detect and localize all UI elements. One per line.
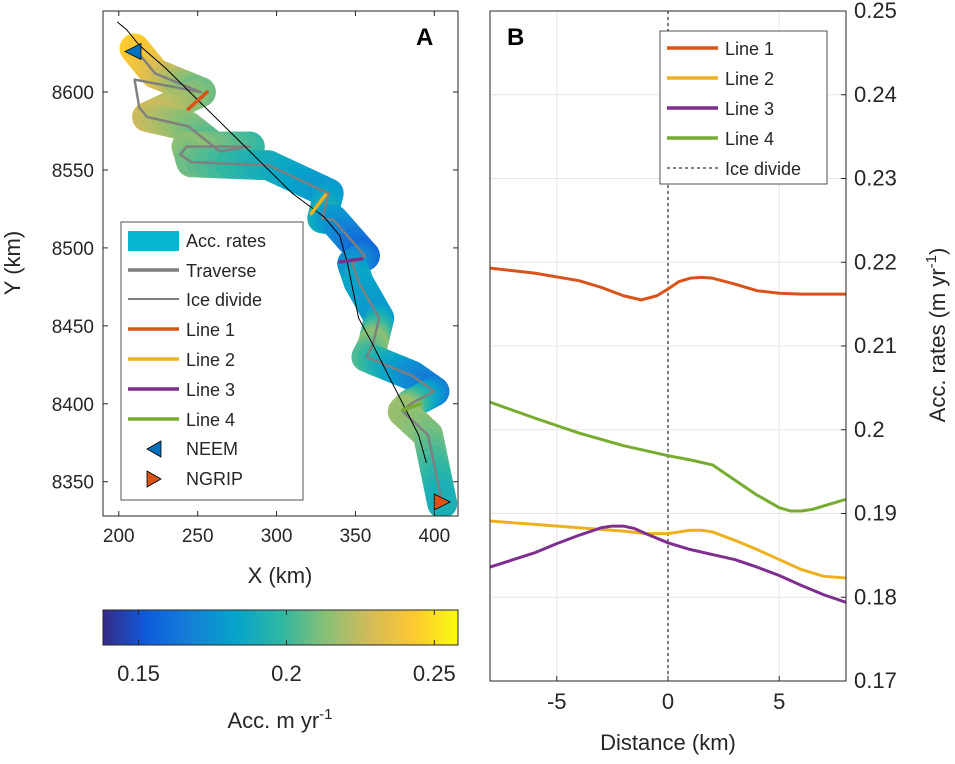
map-axes-box xyxy=(102,10,459,517)
colorbar-tick-label: 0.25 xyxy=(413,661,456,686)
colorbar-ticks: 0.15 0.2 0.25 xyxy=(117,610,456,686)
profile-y-tick-label: 0.24 xyxy=(854,82,897,107)
colorbar: 0.15 0.2 0.25 Acc. m yr-1 xyxy=(102,609,459,733)
colorbar-gradient xyxy=(102,609,459,646)
legend-traverse-label: Traverse xyxy=(186,261,256,281)
profile-y-label-main: Acc. rates (m yr xyxy=(925,268,950,422)
map-y-tick-label: 8550 xyxy=(52,161,94,182)
legend-neem-marker xyxy=(146,440,162,458)
panel-a-label: A xyxy=(416,24,433,51)
legend-line3-label: Line 3 xyxy=(186,380,235,400)
colorbar-label: Acc. m yr-1 xyxy=(227,706,332,733)
profile-y-tick-label: 0.22 xyxy=(854,249,897,274)
legend-acc-rates-label: Acc. rates xyxy=(186,231,266,251)
legend-b-line4-label: Line 4 xyxy=(725,129,774,149)
legend-ngrip-label: NGRIP xyxy=(186,469,243,489)
map-y-tick-label: 8600 xyxy=(52,83,94,104)
legend-line2-label: Line 2 xyxy=(186,350,235,370)
map-legend: Acc. rates Traverse Ice divide Line 1 Li… xyxy=(120,221,304,501)
profile-series xyxy=(490,266,846,604)
colorbar-tick-label: 0.2 xyxy=(271,661,302,686)
profile-line-2-segment xyxy=(309,193,328,216)
map-x-tick-label: 400 xyxy=(418,526,450,547)
profile-y-label-end: ) xyxy=(925,248,950,255)
profile-x-tick-label: 5 xyxy=(773,689,785,714)
legend-ice-divide-label: Ice divide xyxy=(186,290,262,310)
map-x-tick-label: 250 xyxy=(182,526,214,547)
colorbar-tick-label: 0.15 xyxy=(117,661,160,686)
profile-legend: Line 1 Line 2 Line 3 Line 4 Ice divide xyxy=(659,30,828,185)
map-x-tick-label: 200 xyxy=(103,526,135,547)
profile-y-axis-label: Acc. rates (m yr-1) xyxy=(923,248,950,423)
legend-b-line2-label: Line 2 xyxy=(725,69,774,89)
profile-y-tick-label: 0.19 xyxy=(854,501,897,526)
profile-y-tick-label: 0.21 xyxy=(854,333,897,358)
map-axes: 200 250 300 350 400 8350 8400 8450 8500 8550 8600 xyxy=(52,11,458,547)
legend-line4-label: Line 4 xyxy=(186,410,235,430)
series-line-2 xyxy=(490,519,846,580)
ice-divide-path xyxy=(116,21,427,464)
profile-y-label-superscript: -1 xyxy=(923,255,940,268)
profile-x-tick-label: 0 xyxy=(662,689,674,714)
panel-b-label: B xyxy=(507,24,524,51)
map-y-tick-label: 8400 xyxy=(52,395,94,416)
map-lines-layer xyxy=(116,21,452,511)
legend-b-line3-label: Line 3 xyxy=(725,99,774,119)
series-line-4 xyxy=(490,400,846,513)
profile-y-tick-label: 0.18 xyxy=(854,584,897,609)
map-y-tick-label: 8450 xyxy=(52,317,94,338)
legend-acc-rates-swatch xyxy=(128,231,179,251)
profile-x-tick-label: -5 xyxy=(547,689,567,714)
map-y-tick-label: 8500 xyxy=(52,239,94,260)
series-line-1 xyxy=(490,266,846,302)
map-x-tick-label: 300 xyxy=(261,526,293,547)
map-y-axis-label: Y (km) xyxy=(0,231,25,295)
colorbar-label-superscript: -1 xyxy=(319,706,332,723)
profile-line-3-segment xyxy=(337,257,364,264)
legend-neem-label: NEEM xyxy=(186,439,238,459)
profile-y-tick-label: 0.17 xyxy=(854,668,897,693)
acc-rates-panel: -5 0 50.170.180.190.20.210.220.230.240.25 … xyxy=(489,0,950,755)
traverse-line xyxy=(133,47,444,504)
legend-line1-label: Line 1 xyxy=(186,320,235,340)
profile-line-1-segment xyxy=(186,90,209,111)
profile-axes: -5 0 5 0.17 0.18 0.19 0.2 0.21 0.22 0.23 0.24 0.25 xyxy=(547,0,897,714)
map-x-axis-label: X (km) xyxy=(248,563,313,588)
map-y-tick-label: 8350 xyxy=(52,473,94,494)
neem-marker xyxy=(124,42,142,61)
legend-b-ice-divide-label: Ice divide xyxy=(725,159,801,179)
map-panel: 200 250 300 350 400835084008450850085508600 … xyxy=(0,10,459,733)
profile-y-tick-label: 0.2 xyxy=(854,417,885,442)
profile-y-tick-label: 0.25 xyxy=(854,0,897,23)
profile-y-tick-label: 0.23 xyxy=(854,166,897,191)
map-x-tick-label: 350 xyxy=(340,526,372,547)
profile-line-4-segment xyxy=(401,402,422,412)
profile-x-axis-label: Distance (km) xyxy=(600,730,736,755)
colorbar-label-main: Acc. m yr xyxy=(227,708,319,733)
series-line-3 xyxy=(490,524,846,604)
legend-b-line1-label: Line 1 xyxy=(725,39,774,59)
legend-ngrip-marker xyxy=(146,470,162,488)
ngrip-marker xyxy=(433,493,452,511)
